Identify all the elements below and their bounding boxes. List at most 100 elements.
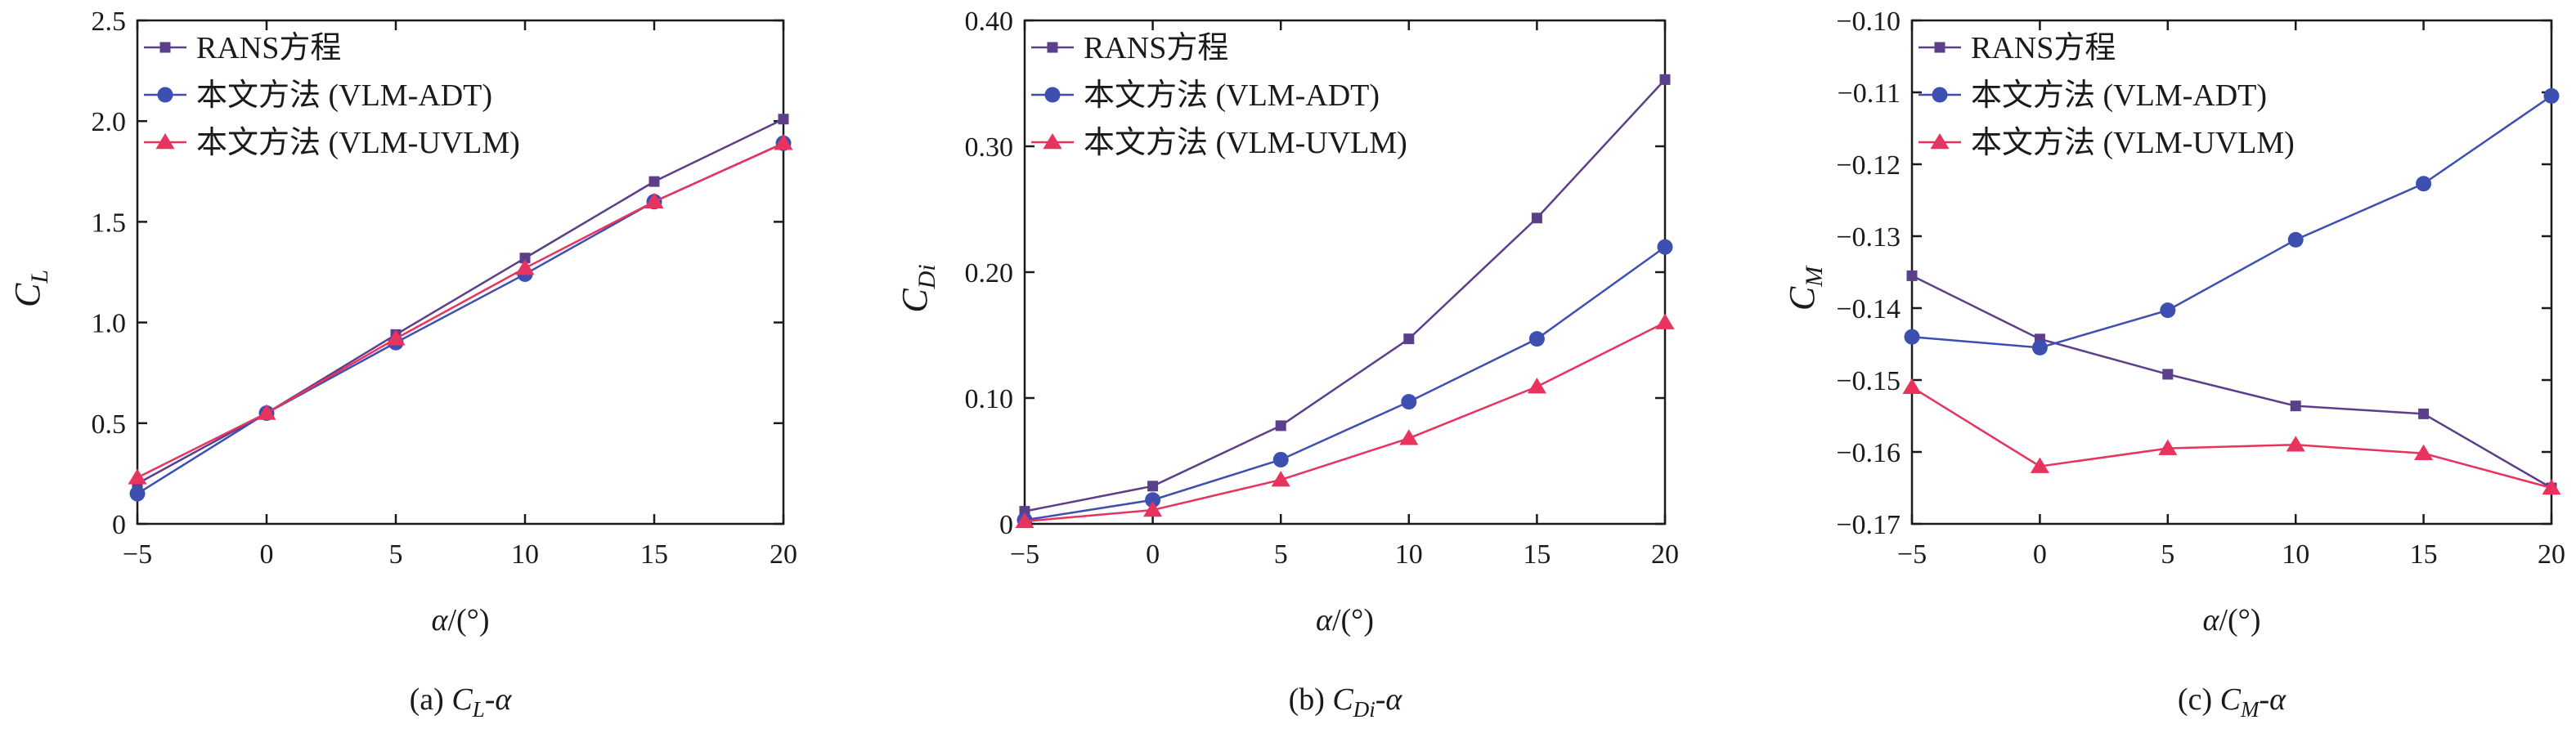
x-tick-label: 20	[1651, 539, 1679, 570]
y-tick-label: 0.40	[965, 7, 1014, 37]
data-point-adt	[2288, 232, 2304, 248]
x-axis-label: α/(°)	[2202, 603, 2260, 637]
caption-sub: L	[472, 697, 485, 722]
legend-label-adt: 本文方法 (VLM-ADT)	[1971, 78, 2267, 113]
data-point-rans	[1907, 271, 1918, 281]
y-tick-label: 2.5	[92, 7, 127, 37]
y-tick-label: −0.10	[1836, 7, 1901, 37]
x-tick-label: 15	[2410, 539, 2438, 570]
series-line-uvlm	[1912, 387, 2551, 488]
series-adt	[130, 136, 792, 502]
x-tick-label: 10	[2282, 539, 2309, 570]
data-point-adt	[2160, 302, 2175, 318]
y-axis-label: CL	[7, 270, 53, 307]
caption-sub: M	[2240, 697, 2260, 722]
data-point-rans	[2418, 409, 2429, 419]
x-tick-label: 20	[2538, 539, 2565, 570]
legend: RANS方程本文方法 (VLM-ADT) 本文方法 (VLM-UVLM)	[144, 31, 520, 160]
y-tick-label: 0.5	[92, 409, 127, 440]
x-tick-label: 5	[2161, 539, 2174, 570]
y-axis-label-main: C	[1782, 286, 1822, 311]
series-line-adt	[1025, 247, 1665, 520]
legend-marker-adt	[158, 87, 173, 103]
data-point-rans	[1276, 420, 1286, 431]
data-point-uvlm	[128, 468, 146, 484]
y-tick-label: −0.14	[1836, 294, 1901, 324]
series-rans	[1907, 271, 2557, 494]
panel-caption: (c) CM-α	[2178, 682, 2287, 722]
legend-label-uvlm: 本文方法 (VLM-UVLM)	[196, 126, 520, 160]
legend-marker-rans	[160, 42, 171, 53]
series-line-rans	[1912, 275, 2551, 488]
data-point-rans	[1147, 481, 1158, 491]
x-tick-label: 5	[1274, 539, 1288, 570]
data-point-uvlm	[1399, 429, 1418, 445]
series-adt	[1017, 239, 1673, 528]
legend-marker-rans	[1048, 42, 1058, 53]
y-tick-label: 2.0	[92, 107, 127, 137]
legend-marker-adt	[1932, 87, 1948, 103]
caption-sub: Di	[1353, 697, 1376, 722]
data-point-rans	[649, 177, 660, 187]
x-tick-label: −5	[1897, 539, 1927, 570]
series-rans	[132, 114, 789, 489]
legend-label-rans: RANS方程	[196, 31, 341, 65]
data-point-rans	[779, 114, 789, 124]
x-axis-label: α/(°)	[431, 603, 489, 637]
caption-suffix: -α	[1376, 682, 1403, 717]
data-point-rans	[1532, 212, 1542, 223]
legend-label-adt: 本文方法 (VLM-ADT)	[1084, 78, 1380, 113]
data-point-uvlm	[2287, 436, 2305, 451]
y-tick-label: −0.12	[1836, 150, 1901, 181]
series-line-adt	[137, 143, 783, 494]
y-tick-label: −0.17	[1836, 510, 1901, 540]
legend-marker-rans	[1935, 42, 1945, 53]
y-axis-label: CDi	[895, 264, 940, 312]
x-tick-label: 0	[1146, 539, 1160, 570]
legend-label-rans: RANS方程	[1084, 31, 1228, 65]
y-tick-label: −0.13	[1836, 222, 1901, 253]
legend-marker-uvlm	[1043, 133, 1061, 149]
x-axis-label-symbol: α	[2202, 603, 2219, 637]
data-point-adt	[2032, 340, 2048, 356]
y-tick-label: −0.11	[1838, 78, 1901, 109]
y-axis-label-sub: Di	[913, 264, 940, 289]
x-axis-label: α/(°)	[1316, 603, 1374, 637]
x-tick-label: 20	[770, 539, 797, 570]
panel-caption: (a) CL-α	[410, 682, 513, 722]
x-axis-label-unit: /(°)	[2219, 603, 2260, 637]
y-tick-label: 1.0	[92, 309, 127, 339]
y-axis-label-sub: M	[1801, 265, 1828, 288]
series-line-uvlm	[137, 143, 783, 477]
y-tick-label: 1.5	[92, 208, 127, 238]
data-point-adt	[1401, 394, 1416, 409]
x-tick-label: 10	[511, 539, 539, 570]
data-point-uvlm	[1655, 314, 1674, 329]
y-axis-label-sub: L	[26, 270, 53, 284]
caption-prefix: (b)	[1289, 682, 1333, 717]
x-tick-label: 15	[1523, 539, 1551, 570]
caption-main: C	[1332, 682, 1353, 717]
x-tick-label: −5	[123, 539, 152, 570]
y-tick-label: −0.16	[1836, 438, 1901, 468]
y-axis-label: CM	[1782, 265, 1828, 311]
chart-panel-3: −5 0 5 10 15 20 −0.17 −0.16 −0.15 −0.14 −0.13 −0.12…	[1782, 7, 2565, 722]
x-axis-label-symbol: α	[431, 603, 448, 637]
data-point-uvlm	[1528, 378, 1546, 393]
x-axis-label-symbol: α	[1316, 603, 1333, 637]
caption-main: C	[2220, 682, 2242, 717]
legend-label-rans: RANS方程	[1971, 31, 2116, 65]
y-tick-label: 0.30	[965, 132, 1014, 163]
data-point-rans	[1403, 333, 1414, 344]
data-point-adt	[130, 486, 146, 502]
x-tick-label: 0	[2033, 539, 2047, 570]
data-point-adt	[1658, 239, 1673, 255]
y-tick-label: −0.15	[1836, 366, 1901, 396]
legend-marker-uvlm	[155, 133, 174, 149]
data-point-adt	[1273, 452, 1289, 467]
caption-prefix: (a)	[410, 682, 452, 717]
